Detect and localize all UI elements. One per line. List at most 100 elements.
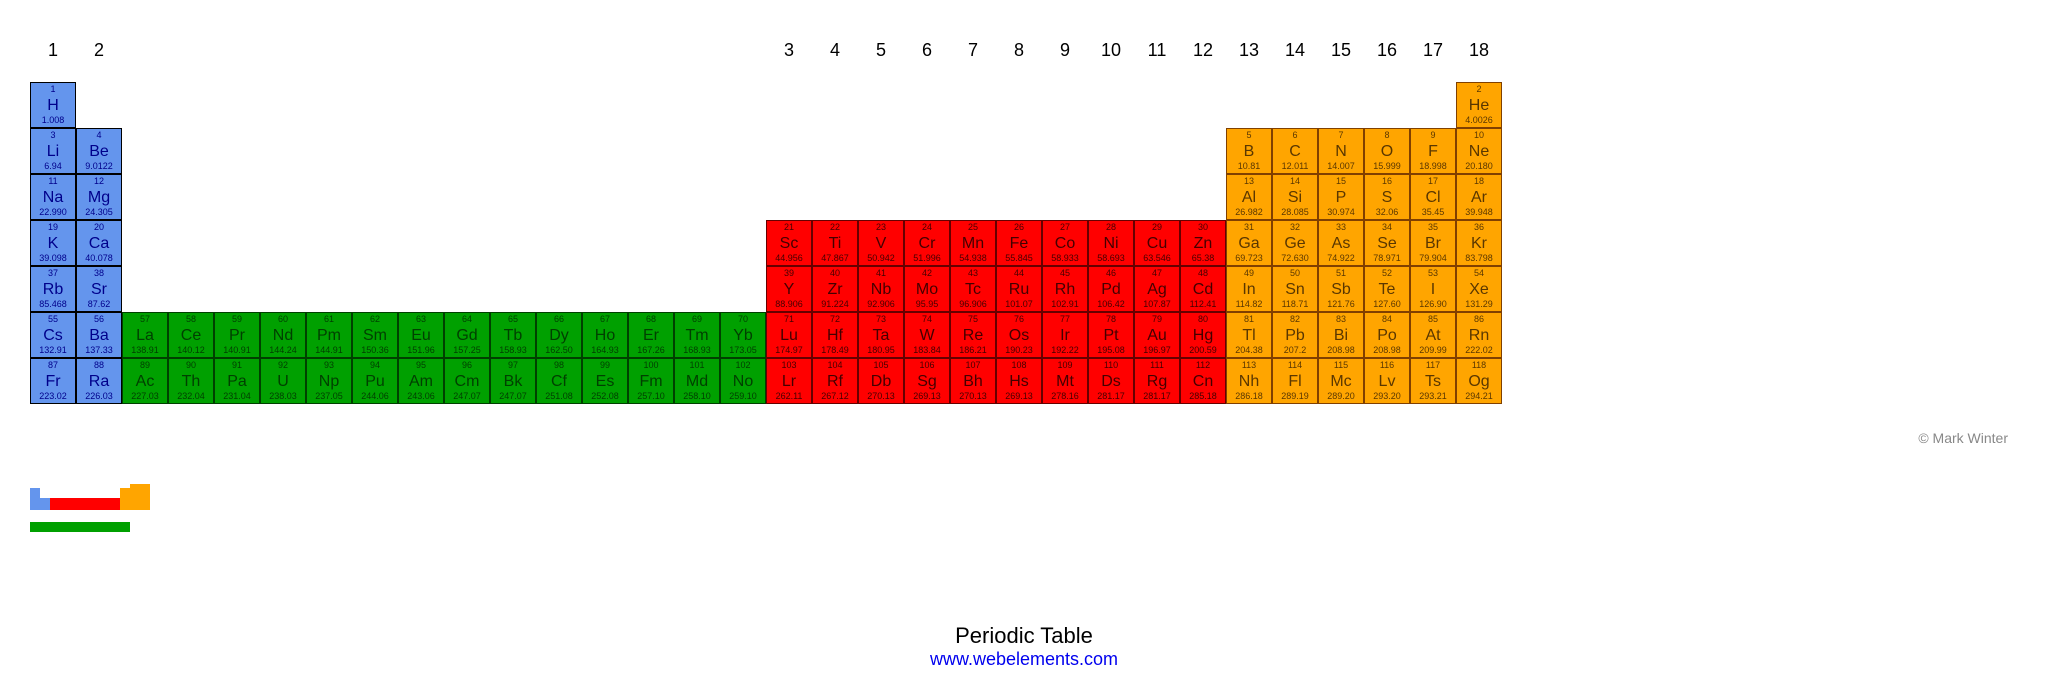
element-cell-lv[interactable]: 116Lv293.20 [1364, 358, 1410, 404]
element-cell-db[interactable]: 105Db270.13 [858, 358, 904, 404]
element-cell-ra[interactable]: 88Ra226.03 [76, 358, 122, 404]
element-cell-v[interactable]: 23V50.942 [858, 220, 904, 266]
element-cell-yb[interactable]: 70Yb173.05 [720, 312, 766, 358]
element-cell-cd[interactable]: 48Cd112.41 [1180, 266, 1226, 312]
element-cell-sn[interactable]: 50Sn118.71 [1272, 266, 1318, 312]
element-cell-ni[interactable]: 28Ni58.693 [1088, 220, 1134, 266]
element-cell-cn[interactable]: 112Cn285.18 [1180, 358, 1226, 404]
element-cell-bi[interactable]: 83Bi208.98 [1318, 312, 1364, 358]
element-cell-ar[interactable]: 18Ar39.948 [1456, 174, 1502, 220]
element-cell-og[interactable]: 118Og294.21 [1456, 358, 1502, 404]
element-cell-po[interactable]: 84Po208.98 [1364, 312, 1410, 358]
element-cell-la[interactable]: 57La138.91 [122, 312, 168, 358]
element-cell-dy[interactable]: 66Dy162.50 [536, 312, 582, 358]
element-cell-am[interactable]: 95Am243.06 [398, 358, 444, 404]
element-cell-ta[interactable]: 73Ta180.95 [858, 312, 904, 358]
element-cell-al[interactable]: 13Al26.982 [1226, 174, 1272, 220]
element-cell-mo[interactable]: 42Mo95.95 [904, 266, 950, 312]
element-cell-zr[interactable]: 40Zr91.224 [812, 266, 858, 312]
element-cell-sg[interactable]: 106Sg269.13 [904, 358, 950, 404]
element-cell-ge[interactable]: 32Ge72.630 [1272, 220, 1318, 266]
source-url[interactable]: www.webelements.com [0, 649, 2048, 670]
element-cell-mt[interactable]: 109Mt278.16 [1042, 358, 1088, 404]
element-cell-tc[interactable]: 43Tc96.906 [950, 266, 996, 312]
element-cell-ce[interactable]: 58Ce140.12 [168, 312, 214, 358]
element-cell-au[interactable]: 79Au196.97 [1134, 312, 1180, 358]
element-cell-re[interactable]: 75Re186.21 [950, 312, 996, 358]
element-cell-lr[interactable]: 103Lr262.11 [766, 358, 812, 404]
element-cell-rh[interactable]: 45Rh102.91 [1042, 266, 1088, 312]
element-cell-na[interactable]: 11Na22.990 [30, 174, 76, 220]
element-cell-nh[interactable]: 113Nh286.18 [1226, 358, 1272, 404]
element-cell-eu[interactable]: 63Eu151.96 [398, 312, 444, 358]
element-cell-rb[interactable]: 37Rb85.468 [30, 266, 76, 312]
element-cell-ho[interactable]: 67Ho164.93 [582, 312, 628, 358]
element-cell-y[interactable]: 39Y88.906 [766, 266, 812, 312]
element-cell-be[interactable]: 4Be9.0122 [76, 128, 122, 174]
element-cell-pa[interactable]: 91Pa231.04 [214, 358, 260, 404]
element-cell-i[interactable]: 53I126.90 [1410, 266, 1456, 312]
element-cell-tm[interactable]: 69Tm168.93 [674, 312, 720, 358]
element-cell-ag[interactable]: 47Ag107.87 [1134, 266, 1180, 312]
element-cell-mn[interactable]: 25Mn54.938 [950, 220, 996, 266]
element-cell-te[interactable]: 52Te127.60 [1364, 266, 1410, 312]
element-cell-si[interactable]: 14Si28.085 [1272, 174, 1318, 220]
element-cell-u[interactable]: 92U238.03 [260, 358, 306, 404]
element-cell-nd[interactable]: 60Nd144.24 [260, 312, 306, 358]
element-cell-np[interactable]: 93Np237.05 [306, 358, 352, 404]
element-cell-ca[interactable]: 20Ca40.078 [76, 220, 122, 266]
element-cell-fe[interactable]: 26Fe55.845 [996, 220, 1042, 266]
element-cell-zn[interactable]: 30Zn65.38 [1180, 220, 1226, 266]
element-cell-kr[interactable]: 36Kr83.798 [1456, 220, 1502, 266]
element-cell-mc[interactable]: 115Mc289.20 [1318, 358, 1364, 404]
element-cell-th[interactable]: 90Th232.04 [168, 358, 214, 404]
element-cell-he[interactable]: 2He4.0026 [1456, 82, 1502, 128]
element-cell-pb[interactable]: 82Pb207.2 [1272, 312, 1318, 358]
element-cell-n[interactable]: 7N14.007 [1318, 128, 1364, 174]
element-cell-os[interactable]: 76Os190.23 [996, 312, 1042, 358]
element-cell-cf[interactable]: 98Cf251.08 [536, 358, 582, 404]
element-cell-pr[interactable]: 59Pr140.91 [214, 312, 260, 358]
element-cell-bk[interactable]: 97Bk247.07 [490, 358, 536, 404]
element-cell-no[interactable]: 102No259.10 [720, 358, 766, 404]
element-cell-ru[interactable]: 44Ru101.07 [996, 266, 1042, 312]
element-cell-ti[interactable]: 22Ti47.867 [812, 220, 858, 266]
element-cell-c[interactable]: 6C12.011 [1272, 128, 1318, 174]
element-cell-cr[interactable]: 24Cr51.996 [904, 220, 950, 266]
element-cell-co[interactable]: 27Co58.933 [1042, 220, 1088, 266]
element-cell-pd[interactable]: 46Pd106.42 [1088, 266, 1134, 312]
element-cell-ac[interactable]: 89Ac227.03 [122, 358, 168, 404]
element-cell-hf[interactable]: 72Hf178.49 [812, 312, 858, 358]
element-cell-h[interactable]: 1H1.008 [30, 82, 76, 128]
element-cell-hg[interactable]: 80Hg200.59 [1180, 312, 1226, 358]
element-cell-pm[interactable]: 61Pm144.91 [306, 312, 352, 358]
element-cell-as[interactable]: 33As74.922 [1318, 220, 1364, 266]
element-cell-o[interactable]: 8O15.999 [1364, 128, 1410, 174]
element-cell-b[interactable]: 5B10.81 [1226, 128, 1272, 174]
element-cell-cu[interactable]: 29Cu63.546 [1134, 220, 1180, 266]
element-cell-cs[interactable]: 55Cs132.91 [30, 312, 76, 358]
element-cell-tb[interactable]: 65Tb158.93 [490, 312, 536, 358]
element-cell-ir[interactable]: 77Ir192.22 [1042, 312, 1088, 358]
element-cell-hs[interactable]: 108Hs269.13 [996, 358, 1042, 404]
element-cell-sr[interactable]: 38Sr87.62 [76, 266, 122, 312]
element-cell-cl[interactable]: 17Cl35.45 [1410, 174, 1456, 220]
element-cell-pu[interactable]: 94Pu244.06 [352, 358, 398, 404]
element-cell-fm[interactable]: 100Fm257.10 [628, 358, 674, 404]
element-cell-lu[interactable]: 71Lu174.97 [766, 312, 812, 358]
element-cell-se[interactable]: 34Se78.971 [1364, 220, 1410, 266]
element-cell-gd[interactable]: 64Gd157.25 [444, 312, 490, 358]
element-cell-sc[interactable]: 21Sc44.956 [766, 220, 812, 266]
element-cell-s[interactable]: 16S32.06 [1364, 174, 1410, 220]
element-cell-sm[interactable]: 62Sm150.36 [352, 312, 398, 358]
element-cell-rf[interactable]: 104Rf267.12 [812, 358, 858, 404]
element-cell-ts[interactable]: 117Ts293.21 [1410, 358, 1456, 404]
element-cell-w[interactable]: 74W183.84 [904, 312, 950, 358]
element-cell-rg[interactable]: 111Rg281.17 [1134, 358, 1180, 404]
element-cell-er[interactable]: 68Er167.26 [628, 312, 674, 358]
element-cell-ga[interactable]: 31Ga69.723 [1226, 220, 1272, 266]
element-cell-in[interactable]: 49In114.82 [1226, 266, 1272, 312]
element-cell-es[interactable]: 99Es252.08 [582, 358, 628, 404]
element-cell-ds[interactable]: 110Ds281.17 [1088, 358, 1134, 404]
element-cell-br[interactable]: 35Br79.904 [1410, 220, 1456, 266]
